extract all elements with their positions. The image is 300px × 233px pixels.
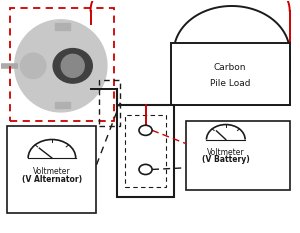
FancyBboxPatch shape bbox=[55, 102, 70, 108]
Text: Voltmeter: Voltmeter bbox=[33, 167, 71, 176]
Ellipse shape bbox=[20, 53, 46, 79]
Circle shape bbox=[139, 125, 152, 135]
Text: (V Alternator): (V Alternator) bbox=[22, 175, 82, 184]
Ellipse shape bbox=[53, 49, 92, 83]
Bar bbox=[7, 126, 97, 213]
Text: Pile Load: Pile Load bbox=[210, 79, 250, 88]
FancyBboxPatch shape bbox=[55, 23, 70, 30]
Text: Voltmeter: Voltmeter bbox=[207, 147, 244, 157]
Ellipse shape bbox=[15, 20, 107, 112]
Circle shape bbox=[139, 164, 152, 175]
Text: Carbon: Carbon bbox=[214, 62, 247, 72]
Text: (V Battery): (V Battery) bbox=[202, 155, 250, 164]
Bar bbox=[125, 115, 166, 187]
Bar bbox=[186, 121, 290, 190]
Bar bbox=[100, 80, 120, 126]
Bar bbox=[117, 105, 174, 197]
Bar bbox=[10, 8, 114, 121]
Bar bbox=[171, 43, 290, 105]
Ellipse shape bbox=[61, 54, 84, 77]
